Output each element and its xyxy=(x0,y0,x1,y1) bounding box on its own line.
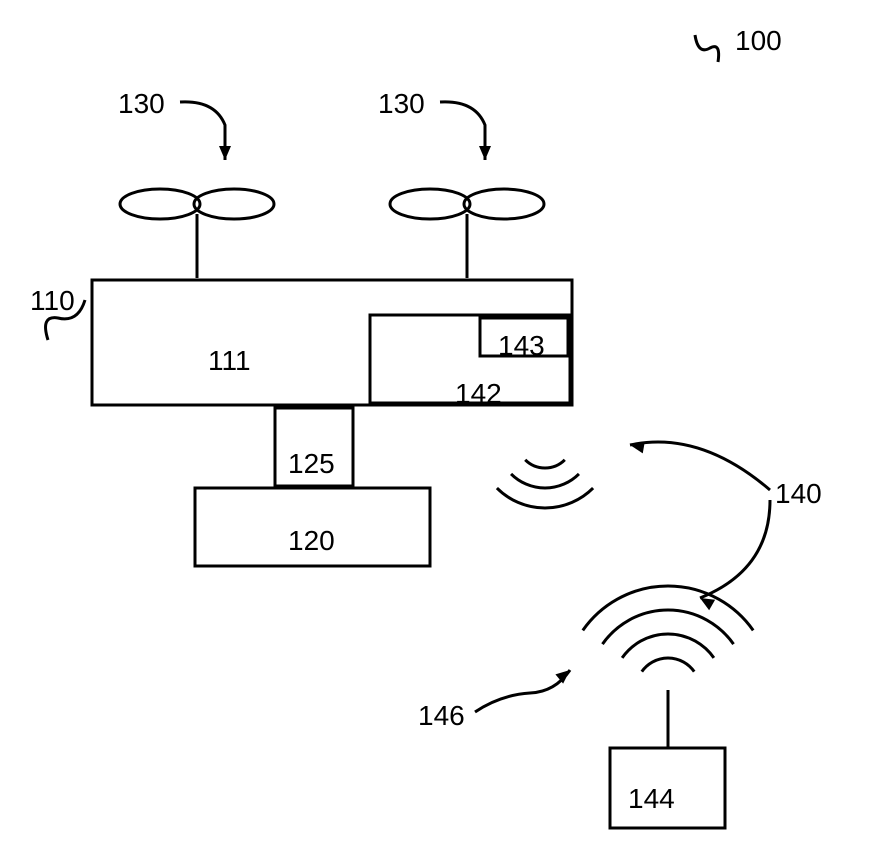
label-130-right: 130 xyxy=(378,88,425,120)
label-130-left: 130 xyxy=(118,88,165,120)
label-140: 140 xyxy=(775,478,822,510)
label-120: 120 xyxy=(288,525,335,557)
label-125: 125 xyxy=(288,448,335,480)
label-100: 100 xyxy=(735,25,782,57)
label-111: 111 xyxy=(208,345,251,377)
label-146: 146 xyxy=(418,700,465,732)
label-142: 142 xyxy=(455,378,502,410)
label-144: 144 xyxy=(628,783,675,815)
label-110: 110 xyxy=(30,285,75,317)
label-143: 143 xyxy=(498,330,545,362)
